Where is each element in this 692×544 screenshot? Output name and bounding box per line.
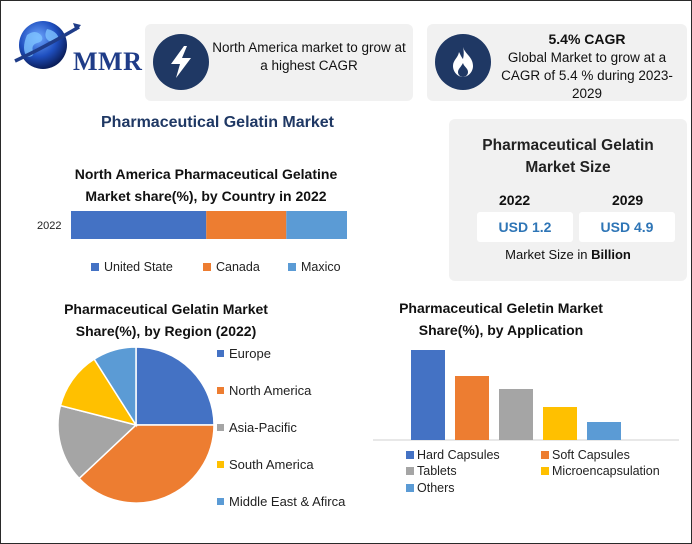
pie-slice-asia-pacific [57,404,138,480]
country-share-chart-title: North America Pharmaceutical Gelatine Ma… [61,163,351,207]
region-share-pie-chart: Europe North America Asia-Pacific South Ame… [57,346,346,509]
application-chart-title-line1: Pharmaceutical Geletin Market [399,300,603,316]
bar-tablets [499,389,533,440]
country-chart-title-line2: Market share(%), by Country in 2022 [85,188,327,204]
legend-label-hard-capsules: Hard Capsules [417,448,500,462]
region-chart-title-line1: Pharmaceutical Gelatin Market [64,301,268,317]
market-size-title-line2: Market Size [525,159,611,176]
legend-label-soft-capsules: Soft Capsules [552,448,630,462]
legend-swatch-maxico [288,263,296,271]
bar-segment-united-state [71,211,207,239]
pie-slice-europe [135,346,215,426]
country-share-chart: 2022 United State Canada Maxico [37,211,347,274]
bar-hard-capsules [411,350,445,440]
north-america-cagr-text: North America market to grow at a highes… [212,40,406,73]
highlight-card-cagr: 5.4% CAGR Global Market to grow at a CAG… [427,24,687,101]
legend-swatch-united-state [91,263,99,271]
legend-label-tablets: Tablets [417,464,457,478]
legend-label-canada: Canada [216,260,260,274]
year-2029-label: 2029 [612,192,644,208]
bar-microencapsulation [543,407,577,440]
region-chart-title-line2: Share(%), by Region (2022) [75,323,257,339]
application-chart-title-line2: Share(%), by Application [418,322,584,338]
legend-swatch-others [406,484,414,492]
legend-label-microencapsulation: Microencapsulation [552,464,660,478]
market-size-title-line1: Pharmaceutical Gelatin [482,137,654,154]
bar-segment-maxico [286,211,347,239]
market-size-panel: Pharmaceutical Gelatin Market Size 2022 … [449,119,687,281]
category-label-2022: 2022 [37,220,61,232]
flame-icon [435,34,491,90]
legend-swatch-tablets [406,467,414,475]
page-title: Pharmaceutical Gelatin Market [101,114,334,131]
legend-label-europe: Europe [229,346,271,361]
unit-note-unit: Billion [591,247,631,262]
globe-icon [14,21,81,69]
legend-label-north-america: North America [229,383,312,398]
bar-segment-canada [206,211,287,239]
pie-slice-middle-east-afirca [93,346,137,428]
legend-swatch-microencapsulation [541,467,549,475]
application-share-bar-chart: Hard Capsules Soft Capsules Tablets Microen… [373,350,679,495]
legend-swatch-north-america [217,387,224,394]
lightning-icon [153,34,209,90]
highlight-card-north-america: North America market to grow at a highes… [145,24,413,101]
market-size-2029-value: USD 4.9 [579,212,675,242]
region-share-chart-title: Pharmaceutical Gelatin Market Share(%), … [41,298,291,342]
legend-swatch-south-america [217,461,224,468]
pie-slice-north-america [78,424,215,504]
year-2022-label: 2022 [499,192,531,208]
legend-swatch-hard-capsules [406,451,414,459]
legend-swatch-middle-east-afirca [217,498,224,505]
legend-label-maxico: Maxico [301,260,341,274]
market-size-title: Pharmaceutical Gelatin Market Size [449,135,687,179]
global-cagr-text: Global Market to grow at a CAGR of 5.4 %… [501,50,673,101]
cagr-title: 5.4% CAGR [548,31,626,47]
mmr-logo: MMR [13,17,143,77]
logo-text: MMR [73,47,143,76]
legend-label-south-america: South America [229,457,314,472]
legend-label-asia-pacific: Asia-Pacific [229,420,297,435]
legend-swatch-soft-capsules [541,451,549,459]
legend-label-others: Others [417,481,455,495]
unit-note-prefix: Market Size in [505,247,592,262]
market-size-2022-value: USD 1.2 [477,212,573,242]
bar-others [587,422,621,440]
country-chart-title-line1: North America Pharmaceutical Gelatine [74,166,338,182]
legend-label-united-state: United State [104,260,173,274]
market-size-unit-note: Market Size in Billion [449,247,687,262]
legend-swatch-europe [217,350,224,357]
legend-swatch-canada [203,263,211,271]
legend-swatch-asia-pacific [217,424,224,431]
bar-soft-capsules [455,376,489,440]
application-share-chart-title: Pharmaceutical Geletin Market Share(%), … [381,297,621,341]
legend-label-middle-east-afirca: Middle East & Afirca [229,494,346,509]
